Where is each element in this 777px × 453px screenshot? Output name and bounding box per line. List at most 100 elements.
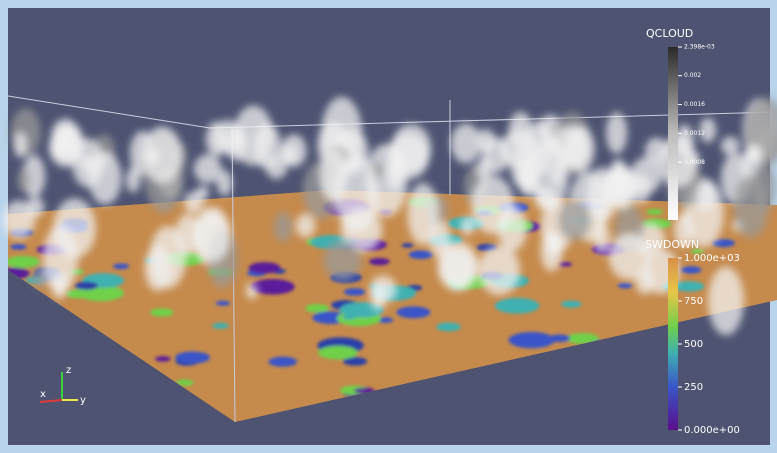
colorbar-tick-label: 0.0012 xyxy=(684,130,705,137)
swdown-patch xyxy=(354,388,371,394)
cloud xyxy=(605,112,628,154)
cloud xyxy=(551,125,589,168)
swdown-patch xyxy=(396,306,431,319)
cloud xyxy=(547,233,563,257)
cloud xyxy=(500,129,540,169)
cloud xyxy=(550,162,564,186)
cloud xyxy=(708,266,744,336)
cloud xyxy=(194,211,230,261)
colorbar-tick-label: 2.398e-03 xyxy=(684,44,715,51)
colorbar-title: SWDOWN xyxy=(645,238,699,251)
cloud xyxy=(558,199,591,241)
swdown-patch xyxy=(317,345,358,360)
cloud xyxy=(630,157,663,193)
swdown-patch xyxy=(558,261,572,267)
cloud xyxy=(696,180,716,211)
swdown-patch xyxy=(248,262,281,274)
swdown-patch xyxy=(561,300,582,308)
swdown-patch xyxy=(74,281,99,290)
x-axis xyxy=(39,399,63,403)
swdown-patch xyxy=(175,379,194,386)
colorbar-tick-label: 0.0008 xyxy=(684,159,705,166)
swdown-patch xyxy=(617,282,633,289)
swdown-patch xyxy=(113,263,130,270)
swdown-patch xyxy=(343,288,366,296)
swdown-patch xyxy=(250,279,295,295)
swdown-patch xyxy=(436,322,461,332)
cloud xyxy=(478,245,521,296)
colorbar-tick-label: 500 xyxy=(684,339,703,350)
cloud xyxy=(608,233,652,280)
swdown-patch xyxy=(305,304,330,313)
swdown-patch xyxy=(508,331,555,349)
swdown-patch xyxy=(175,351,210,364)
cloud xyxy=(476,128,496,153)
cloud xyxy=(450,123,482,164)
scene xyxy=(2,95,777,423)
swdown-patch xyxy=(342,315,356,320)
swdown-patch xyxy=(408,250,434,260)
colorbar-tick-label: 0.0016 xyxy=(684,101,705,108)
cloud xyxy=(13,131,28,158)
swdown-patch xyxy=(155,356,171,362)
cloud xyxy=(369,275,397,303)
clouds xyxy=(2,96,777,336)
cloud xyxy=(295,213,316,238)
cloud xyxy=(144,245,172,292)
colorbar-tick-label: 0.002 xyxy=(684,72,701,79)
cloud xyxy=(253,123,281,170)
cloud xyxy=(603,167,637,204)
swdown-patch xyxy=(646,208,664,215)
cloud xyxy=(51,272,69,299)
cloud xyxy=(460,216,475,236)
swdown-patch xyxy=(377,317,394,323)
x-label: x xyxy=(40,389,46,400)
swdown-patch xyxy=(494,297,540,314)
cloud xyxy=(196,185,209,201)
cloud xyxy=(534,187,557,211)
cloud xyxy=(274,211,292,243)
cloud xyxy=(281,134,307,168)
swdown-patch xyxy=(10,244,27,250)
colorbar-tick-label: 250 xyxy=(684,382,703,393)
colorbar-tick-label: 0.000e+00 xyxy=(684,425,740,436)
cloud xyxy=(439,248,477,289)
swdown-patch xyxy=(150,308,174,317)
cloud xyxy=(407,182,439,245)
colorbar-tick-label: 1.000e+03 xyxy=(684,253,740,264)
cloud xyxy=(674,212,694,248)
cloud xyxy=(245,283,258,300)
cloud xyxy=(216,170,233,197)
swdown-patch xyxy=(343,357,368,366)
swdown-patch xyxy=(8,267,30,280)
cloud xyxy=(699,117,717,143)
cloud xyxy=(193,154,222,184)
y-label: y xyxy=(80,395,86,406)
cloud xyxy=(334,154,379,234)
swdown-patch xyxy=(65,289,92,299)
cloud xyxy=(323,239,362,281)
cloud xyxy=(17,168,31,193)
cloud xyxy=(50,118,80,155)
cloud xyxy=(126,167,141,193)
cloud xyxy=(26,197,45,217)
cloud xyxy=(471,175,514,235)
colorbar xyxy=(668,47,678,220)
cloud xyxy=(476,157,493,180)
cloud xyxy=(142,126,183,184)
colorbar-tick-label: 750 xyxy=(684,296,703,307)
cloud xyxy=(88,151,122,205)
swdown-patch xyxy=(548,334,571,343)
cloud xyxy=(720,136,740,156)
swdown-patch xyxy=(215,300,231,306)
colorbar xyxy=(668,258,678,430)
cloud xyxy=(145,149,160,164)
swdown-patch xyxy=(566,332,599,345)
cloud xyxy=(751,163,777,211)
swdown-patch xyxy=(212,322,229,329)
swdown-patch xyxy=(8,255,40,268)
z-label: z xyxy=(66,365,71,376)
cloud xyxy=(386,158,404,191)
axes-triad: z x y xyxy=(39,365,86,406)
